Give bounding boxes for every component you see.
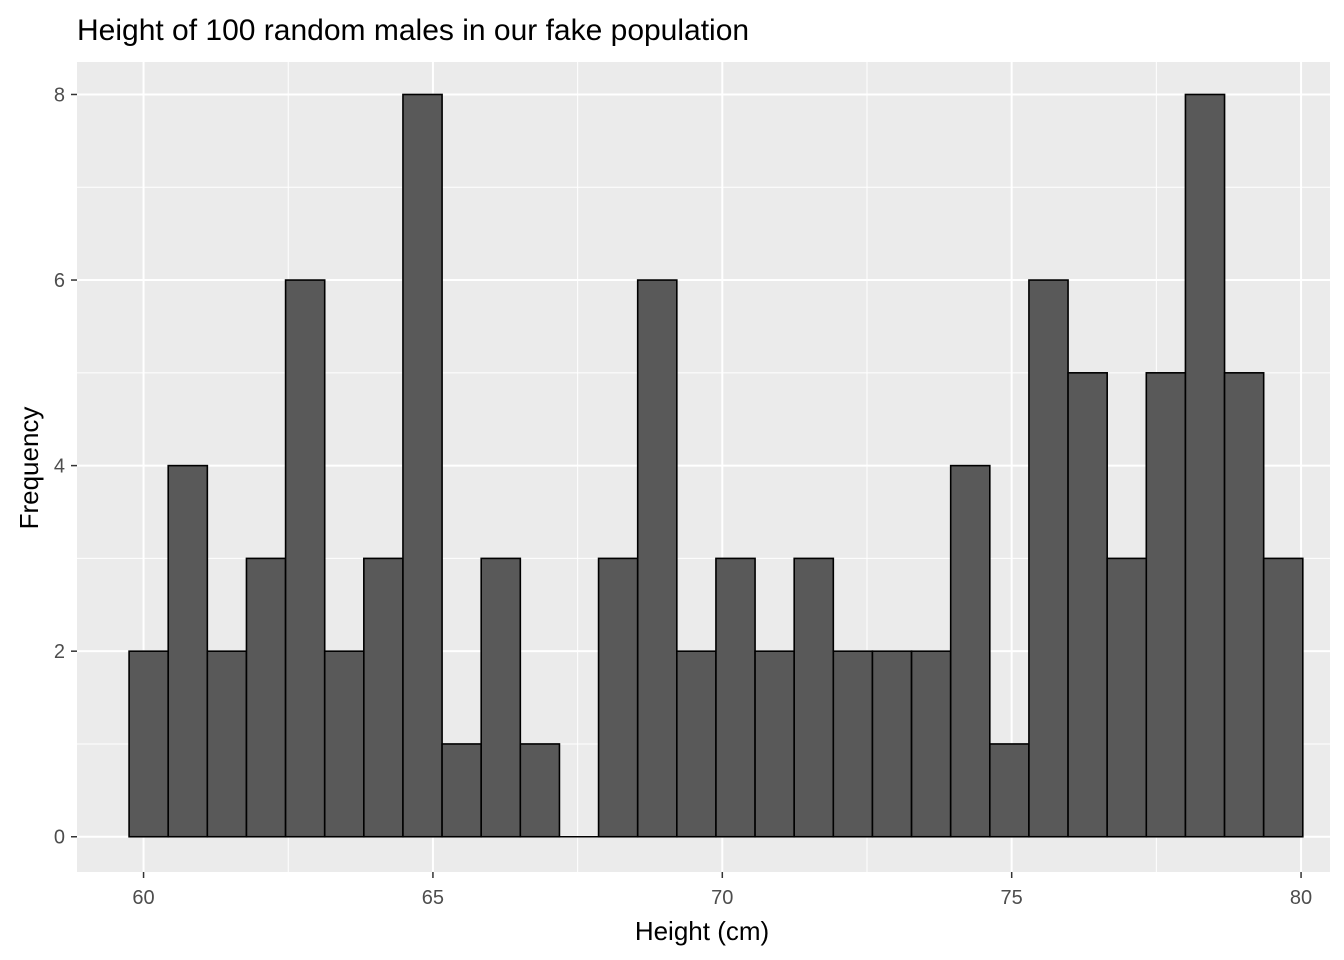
- histogram-bar: [128, 650, 170, 838]
- histogram-bar: [1223, 372, 1265, 838]
- histogram-bar: [597, 557, 639, 838]
- histogram-bar: [910, 650, 952, 838]
- histogram-bar: [676, 650, 717, 838]
- y-axis-ticks: 0 2 4 6 8: [54, 84, 77, 849]
- histogram-bar: [323, 650, 365, 838]
- histogram-bar: [1067, 372, 1108, 838]
- histogram-bar: [206, 650, 248, 838]
- histogram-bar: [715, 557, 756, 838]
- histogram-bar: [832, 650, 874, 838]
- histogram-bar: [402, 93, 443, 838]
- histogram-bar: [1106, 557, 1148, 838]
- y-tick-label: 2: [54, 641, 65, 663]
- x-axis-ticks: 60 65 70 75 80: [132, 872, 1312, 909]
- histogram-bar: [245, 557, 287, 838]
- histogram-bar: [519, 743, 561, 838]
- x-tick-label: 60: [132, 887, 154, 909]
- histogram-bar: [167, 464, 209, 838]
- y-tick-label: 6: [54, 270, 65, 292]
- histogram-bar: [1145, 372, 1187, 838]
- y-axis-title: Frequency: [14, 407, 44, 530]
- x-tick-label: 80: [1290, 887, 1312, 909]
- histogram-bar: [480, 557, 522, 838]
- histogram-bar: [754, 650, 795, 838]
- histogram-bar: [793, 557, 835, 838]
- bars: [128, 93, 1304, 838]
- chart-title: Height of 100 random males in our fake p…: [77, 14, 749, 47]
- x-tick-label: 70: [711, 887, 733, 909]
- histogram-bar: [284, 279, 326, 838]
- y-tick-label: 4: [54, 456, 65, 478]
- histogram-bar: [871, 650, 913, 838]
- x-tick-label: 75: [1001, 887, 1023, 909]
- x-axis-title: Height (cm): [635, 916, 769, 946]
- histogram-bar: [1262, 557, 1304, 838]
- y-tick-label: 0: [54, 827, 65, 849]
- histogram-bar: [636, 279, 678, 838]
- histogram-bar: [441, 743, 483, 838]
- y-tick-label: 8: [54, 84, 65, 106]
- histogram-bar: [989, 743, 1030, 838]
- histogram-bar: [949, 464, 991, 838]
- histogram-bar: [363, 557, 404, 838]
- histogram-bar: [1184, 93, 1226, 838]
- histogram-bar: [1028, 279, 1069, 838]
- x-tick-label: 65: [422, 887, 444, 909]
